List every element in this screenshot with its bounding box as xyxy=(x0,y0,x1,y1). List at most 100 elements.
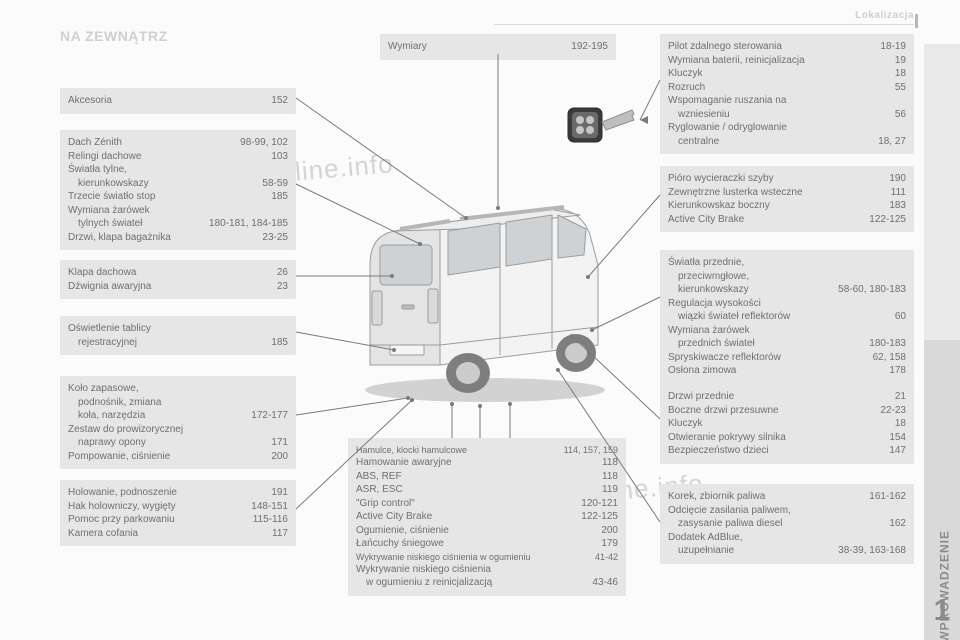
info-row: Holowanie, podnoszenie191 xyxy=(68,486,288,500)
info-row: Trzecie światło stop 185 xyxy=(68,190,288,204)
info-row-label: Światła tylne, xyxy=(68,163,282,177)
info-row-pages: 122-125 xyxy=(869,213,906,227)
info-row: Ogumienie, ciśnienie200 xyxy=(356,524,618,538)
info-row-label: Kluczyk xyxy=(668,67,889,81)
info-row-label: Osłona zimowa xyxy=(668,364,883,378)
header-rule xyxy=(494,24,914,25)
info-row-label: Kluczyk xyxy=(668,417,889,431)
info-row: Drzwi, klapa bagażnika23-25 xyxy=(68,231,288,245)
info-box-r2: Pióro wycieraczki szyby190Zewnętrzne lus… xyxy=(660,166,914,232)
info-row-label: Hamulce, klocki hamulcowe xyxy=(356,444,558,456)
info-row: Odcięcie zasilania paliwem, xyxy=(668,504,906,518)
info-row: Relingi dachowe 103 xyxy=(68,150,288,164)
chapter-tab: WPROWADZENIE 1 xyxy=(924,44,960,640)
info-row: Dźwignia awaryjna23 xyxy=(68,280,288,294)
info-row-label: Otwieranie pokrywy silnika xyxy=(668,431,883,445)
info-row-label: ASR, ESC xyxy=(356,483,596,497)
info-row-pages: 119 xyxy=(602,483,618,497)
info-row-pages: 103 xyxy=(271,150,288,164)
info-row-pages: 115-116 xyxy=(253,513,288,527)
info-row-label: Dach Zénith xyxy=(68,136,234,150)
info-row-pages: 185 xyxy=(271,190,288,204)
info-row: kierunkowskazy58-59 xyxy=(68,177,288,191)
info-row: Łańcuchy śniegowe 179 xyxy=(356,537,618,551)
info-row: Kluczyk 18 xyxy=(668,417,906,431)
key-fob-illustration xyxy=(560,96,640,152)
info-row-pages: 191 xyxy=(271,486,288,500)
info-row-pages: 60 xyxy=(895,310,906,324)
info-row-pages: 200 xyxy=(271,450,288,464)
info-row-pages: 22-23 xyxy=(880,404,906,418)
info-row: naprawy opony171 xyxy=(68,436,288,450)
info-row-label: Odcięcie zasilania paliwem, xyxy=(668,504,900,518)
info-row-label: Pompowanie, ciśnienie xyxy=(68,450,265,464)
info-row-label: Hak holowniczy, wygięty xyxy=(68,500,245,514)
info-row-pages: 185 xyxy=(271,336,288,350)
info-row-label: Regulacja wysokości xyxy=(668,297,900,311)
info-row-label: Ryglowanie / odryglowanie xyxy=(668,121,900,135)
info-row: Ryglowanie / odryglowanie xyxy=(668,121,906,135)
info-row-label: Relingi dachowe xyxy=(68,150,265,164)
info-row-pages: 18 xyxy=(895,417,906,431)
info-row: Hamulce, klocki hamulcowe 114, 157, 159 xyxy=(356,444,618,456)
info-row-label: rejestracyjnej xyxy=(68,336,265,350)
info-row-label: Rozruch xyxy=(668,81,889,95)
info-row: Regulacja wysokości xyxy=(668,297,906,311)
info-row: Zestaw do prowizorycznej xyxy=(68,423,288,437)
info-row: Wspomaganie ruszania na xyxy=(668,94,906,108)
info-row-label: przeciwmgłowe, xyxy=(668,270,900,284)
info-row: Drzwi przednie21 xyxy=(668,390,906,404)
info-row-label: Drzwi przednie xyxy=(668,390,889,404)
info-row-pages: 154 xyxy=(889,431,906,445)
info-row-pages: 192-195 xyxy=(571,40,608,54)
info-row-pages: 161-162 xyxy=(869,490,906,504)
info-row: Pomoc przy parkowaniu115-116 xyxy=(68,513,288,527)
info-row: podnośnik, zmiana xyxy=(68,396,288,410)
info-row-label: Wykrywanie niskiego ciśnienia xyxy=(356,563,612,577)
info-row-pages: 190 xyxy=(889,172,906,186)
info-box-l2: Dach Zénith98-99, 102Relingi dachowe103Ś… xyxy=(60,130,296,250)
info-row-pages: 172-177 xyxy=(251,409,288,423)
info-row: ASR, ESC 119 xyxy=(356,483,618,497)
info-row-pages: 183 xyxy=(889,199,906,213)
info-row-pages: 23-25 xyxy=(262,231,288,245)
info-row: uzupełnianie38-39, 163-168 xyxy=(668,544,906,558)
info-row: zasysanie paliwa diesel 162 xyxy=(668,517,906,531)
info-row: Pompowanie, ciśnienie 200 xyxy=(68,450,288,464)
info-row-label: naprawy opony xyxy=(68,436,265,450)
info-row-pages: 122-125 xyxy=(581,510,618,524)
info-row-label: Wykrywanie niskiego ciśnienia w ogumieni… xyxy=(356,551,589,563)
info-row-label: Dźwignia awaryjna xyxy=(68,280,271,294)
info-row: "Grip control"120-121 xyxy=(356,497,618,511)
info-row-label: Trzecie światło stop xyxy=(68,190,265,204)
info-row-pages: 180-181, 184-185 xyxy=(209,217,288,231)
info-box-l6: Holowanie, podnoszenie191Hak holowniczy,… xyxy=(60,480,296,546)
info-row-pages: 19 xyxy=(895,54,906,68)
info-row-pages: 43-46 xyxy=(592,576,618,590)
info-row: rejestracyjnej 185 xyxy=(68,336,288,350)
info-row-label: zasysanie paliwa diesel xyxy=(668,517,883,531)
info-row-label: centralne xyxy=(668,135,872,149)
info-row: Akcesoria152 xyxy=(68,94,288,108)
info-row-label: Kamera cofania xyxy=(68,527,266,541)
info-row-pages: 58-60, 180-183 xyxy=(838,283,906,297)
info-row-pages: 58-59 xyxy=(262,177,288,191)
info-row: Active City Brake122-125 xyxy=(356,510,618,524)
info-row-pages: 114, 157, 159 xyxy=(564,444,618,456)
info-row-label: wiązki świateł reflektorów xyxy=(668,310,889,324)
info-box-l4: Oświetlenie tablicyrejestracyjnej185 xyxy=(60,316,296,355)
info-row-label: uzupełnianie xyxy=(668,544,832,558)
info-row: Dodatek AdBlue, xyxy=(668,531,906,545)
info-row-label: "Grip control" xyxy=(356,497,575,511)
info-row-pages: 162 xyxy=(889,517,906,531)
page-title: NA ZEWNĄTRZ xyxy=(60,28,168,44)
info-row-label: Łańcuchy śniegowe xyxy=(356,537,595,551)
info-row-pages: 118 xyxy=(602,456,618,470)
info-row: Rozruch55 xyxy=(668,81,906,95)
info-row-pages: 147 xyxy=(889,444,906,458)
info-row: Active City Brake122-125 xyxy=(668,213,906,227)
info-row: Boczne drzwi przesuwne22-23 xyxy=(668,404,906,418)
info-row-pages: 179 xyxy=(601,537,618,551)
info-row-pages: 26 xyxy=(277,266,288,280)
info-row-label: koła, narzędzia xyxy=(68,409,245,423)
